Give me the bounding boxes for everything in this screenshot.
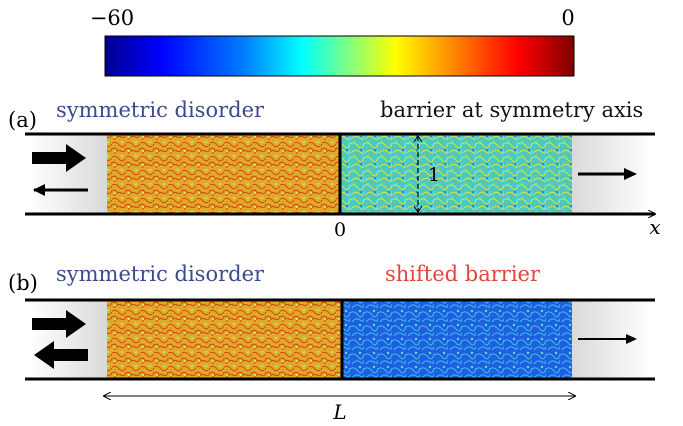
panel-b-length-label: L (332, 400, 346, 424)
colorbar: −60 0 (90, 6, 575, 77)
panel-a-right-label: barrier at symmetry axis (380, 98, 643, 122)
panel-b-incoming-arrow (32, 310, 86, 338)
colorbar-max-label: 0 (561, 6, 574, 30)
panel-a-left-label: symmetric disorder (56, 98, 265, 122)
colorbar-gradient (104, 35, 575, 77)
panel-b-left-region (107, 301, 342, 379)
panel-a-origin-label: 0 (334, 219, 346, 241)
panel-a-width-label: 1 (428, 164, 440, 186)
panel-a-axis-label: x (649, 215, 660, 239)
panel-b-right-label: shifted barrier (385, 262, 541, 286)
panel-a-right-region (340, 135, 572, 214)
panel-a: (a) symmetric disorder barrier at symmet… (8, 98, 661, 241)
panel-a-letter: (a) (8, 108, 37, 132)
panel-b-left-label: symmetric disorder (56, 262, 265, 286)
panel-b-letter: (b) (8, 271, 38, 295)
panel-b: (b) symmetric disorder shifted barrier L (8, 262, 655, 424)
colorbar-min-label: −60 (90, 6, 134, 30)
panel-b-reflected-arrow (34, 341, 88, 369)
panel-a-incoming-arrow (32, 144, 86, 172)
panel-a-left-region (107, 135, 340, 214)
panel-b-right-region (342, 301, 572, 379)
